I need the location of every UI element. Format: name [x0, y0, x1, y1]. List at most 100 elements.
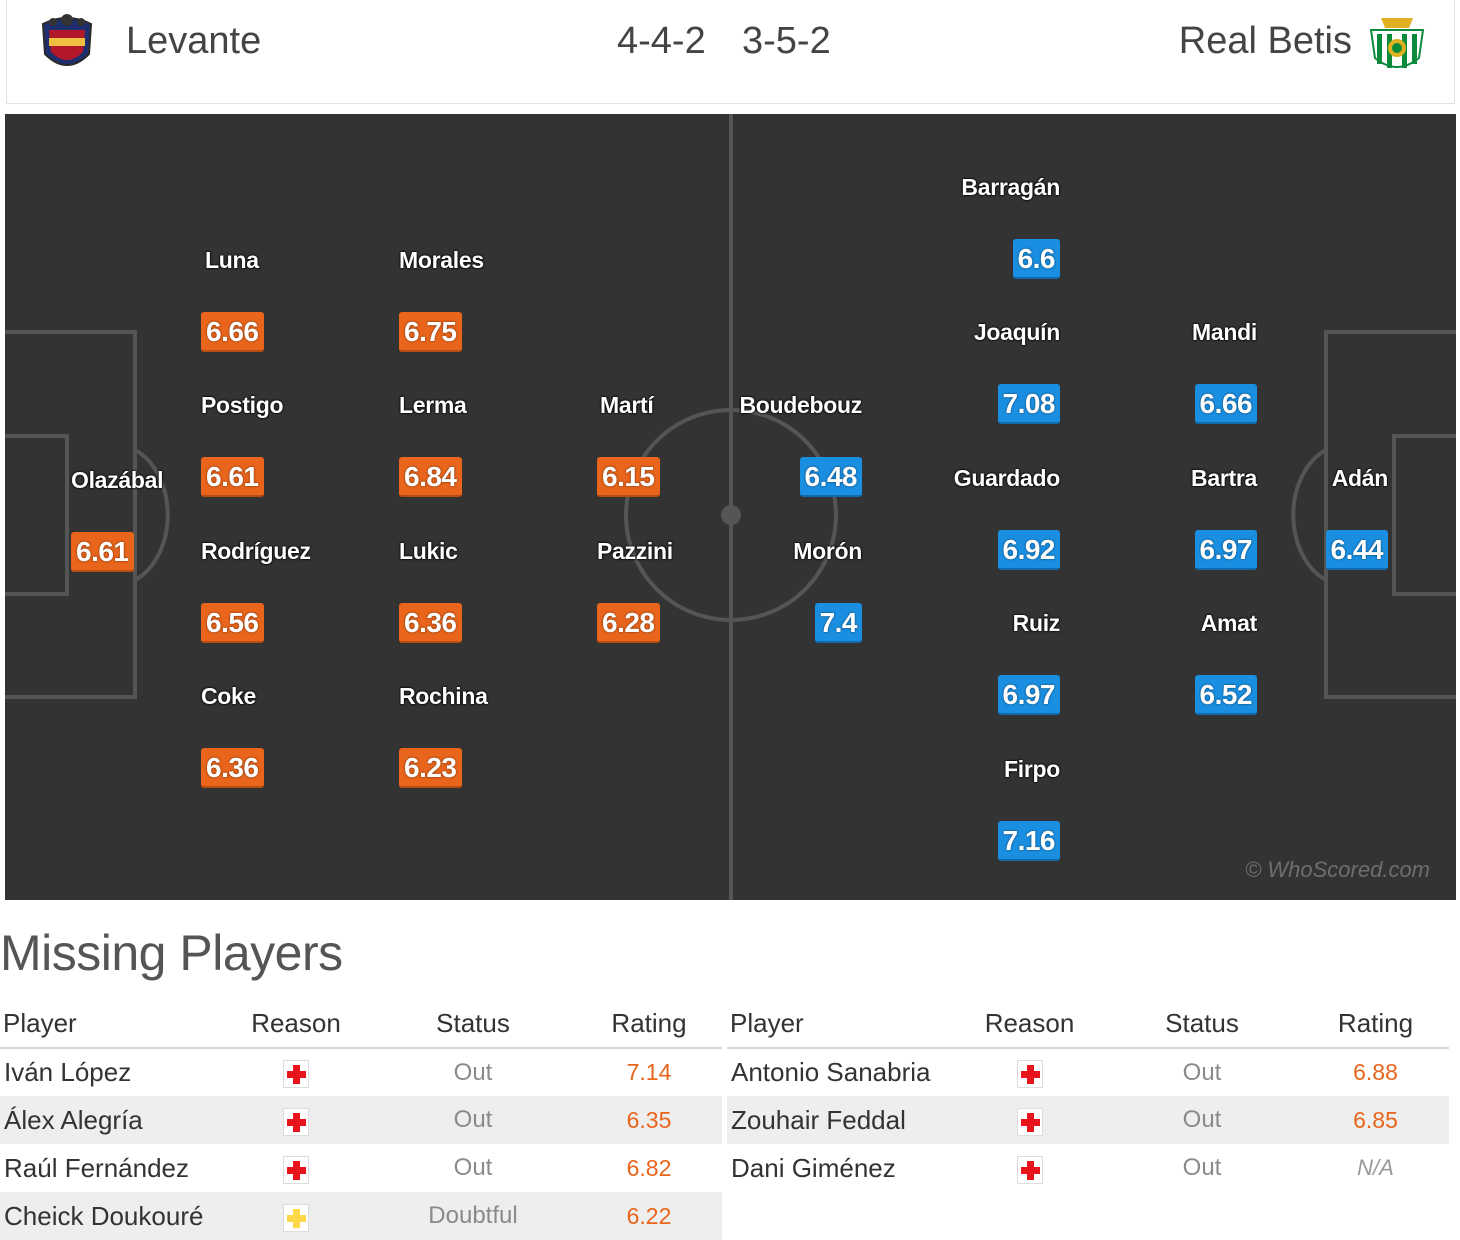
rating-cell: 6.22: [576, 1192, 722, 1240]
status-cell: Out: [1182, 1154, 1222, 1181]
column-header-status[interactable]: Status: [1102, 1000, 1302, 1049]
betis-crest-icon[interactable]: [1365, 12, 1429, 78]
player-name: Lukic: [399, 538, 458, 564]
player-rating: 6.61: [201, 457, 264, 497]
player-rating: 6.23: [399, 748, 462, 788]
player-name: Barragán: [961, 174, 1060, 200]
player-rating: 6.56: [201, 603, 264, 643]
home-missing-table: Player Reason Status Rating Iván López O…: [0, 1000, 722, 1240]
status-cell: Out: [1102, 1096, 1302, 1144]
watermark: © WhoScored.com: [1245, 857, 1430, 882]
player-name: Guardado: [953, 465, 1061, 491]
player-rating: 6.28: [597, 603, 660, 643]
table-header-row: Player Reason Status Rating: [0, 1000, 722, 1049]
player-name: Morales: [399, 247, 484, 273]
missing-players-title: Missing Players: [0, 925, 343, 981]
injury-icon[interactable]: [1016, 1155, 1043, 1184]
table-row: Iván López Out 7.14: [0, 1048, 722, 1096]
away-missing-table: Player Reason Status Rating Antonio Sana…: [727, 1000, 1449, 1192]
status-cell: Out: [453, 1154, 493, 1181]
player-rating: 6.92: [997, 530, 1060, 570]
home-team-name[interactable]: Levante: [126, 20, 262, 62]
player-rating: 6.44: [1325, 530, 1388, 570]
player-name: Olazábal: [71, 467, 164, 493]
injury-icon[interactable]: [283, 1060, 309, 1089]
table-row: Álex Alegría Out 6.35: [0, 1096, 722, 1144]
reason-cell: [222, 1096, 370, 1144]
player-rating: 6.61: [71, 532, 134, 572]
column-header-player[interactable]: Player: [727, 1000, 957, 1049]
away-team-name[interactable]: Real Betis: [1178, 20, 1352, 62]
column-header-rating[interactable]: Rating: [576, 1000, 722, 1049]
rating-cell: 7.14: [626, 1059, 672, 1085]
reason-cell: [222, 1144, 370, 1192]
player-name: Rochina: [399, 683, 488, 709]
player-link[interactable]: Raúl Fernández: [4, 1152, 189, 1183]
table-row: Raúl Fernández Out 6.82: [0, 1144, 722, 1192]
rating-cell: 6.82: [626, 1154, 672, 1181]
player-name: Mandi: [1192, 319, 1257, 345]
player-rating: 6.75: [399, 312, 462, 352]
reason-cell: [957, 1096, 1102, 1144]
table-row: Antonio Sanabria Out 6.88: [727, 1048, 1449, 1096]
table-row: Zouhair Feddal Out 6.85: [727, 1096, 1449, 1144]
player-name: Martí: [600, 392, 654, 418]
player-name: Adán: [1331, 465, 1389, 491]
player-name: Luna: [205, 247, 259, 273]
column-header-rating[interactable]: Rating: [1302, 1000, 1449, 1049]
player-rating: 6.48: [799, 457, 862, 497]
rating-cell: 6.88: [1353, 1059, 1398, 1085]
player-name: Ruiz: [1012, 610, 1061, 636]
player-rating: 6.84: [399, 457, 462, 497]
pitch-lines: [5, 114, 1456, 900]
player-rating: 7.08: [997, 384, 1060, 424]
home-formation: 4-4-2: [617, 20, 706, 62]
player-rating: 6.97: [1194, 530, 1257, 570]
injury-icon[interactable]: [1016, 1060, 1043, 1089]
column-header-player[interactable]: Player: [0, 1000, 222, 1049]
injury-icon[interactable]: [1016, 1107, 1043, 1136]
player-link[interactable]: Álex Alegría: [0, 1096, 222, 1144]
player-name: Amat: [1200, 610, 1258, 636]
player-name: Joaquín: [973, 319, 1060, 345]
player-name: Lerma: [399, 392, 467, 418]
reason-cell: [222, 1048, 370, 1096]
column-header-status[interactable]: Status: [370, 1000, 576, 1049]
player-link[interactable]: Zouhair Feddal: [727, 1096, 957, 1144]
reason-cell: [222, 1192, 370, 1240]
injury-icon[interactable]: [283, 1107, 309, 1136]
player-rating: 7.4: [814, 603, 862, 643]
player-name: Bartra: [1191, 465, 1257, 491]
away-formation: 3-5-2: [742, 20, 831, 62]
player-name: Morón: [793, 538, 862, 564]
status-cell: Doubtful: [370, 1192, 576, 1240]
status-cell: Out: [453, 1058, 493, 1086]
rating-cell: 6.35: [576, 1096, 722, 1144]
player-rating: 6.52: [1194, 675, 1257, 715]
doubtful-icon[interactable]: [283, 1203, 309, 1232]
injury-icon[interactable]: [283, 1155, 309, 1184]
player-rating: 6.97: [997, 675, 1060, 715]
player-link[interactable]: Cheick Doukouré: [0, 1192, 222, 1240]
table-header-row: Player Reason Status Rating: [727, 1000, 1449, 1049]
player-rating: 6.66: [201, 312, 264, 352]
player-name: Rodríguez: [201, 538, 311, 564]
player-link[interactable]: Dani Giménez: [731, 1152, 896, 1183]
pitch: Olazábal 6.61 Luna 6.66 Postigo 6.61 Rod…: [5, 114, 1456, 900]
player-rating: 6.66: [1194, 384, 1257, 424]
rating-cell: 6.85: [1302, 1096, 1449, 1144]
reason-cell: [957, 1048, 1102, 1096]
column-header-reason[interactable]: Reason: [957, 1000, 1102, 1049]
player-name: Firpo: [1004, 756, 1060, 782]
column-header-reason[interactable]: Reason: [222, 1000, 370, 1049]
player-link[interactable]: Antonio Sanabria: [731, 1057, 931, 1087]
player-name: Postigo: [201, 392, 284, 418]
status-cell: Out: [370, 1096, 576, 1144]
reason-cell: [957, 1144, 1102, 1192]
player-link[interactable]: Iván López: [4, 1057, 132, 1087]
rating-cell: N/A: [1357, 1155, 1394, 1180]
player-rating: 6.36: [201, 748, 264, 788]
levante-crest-icon[interactable]: [35, 10, 99, 76]
player-rating: 6.36: [399, 603, 462, 643]
table-row: Cheick Doukouré Doubtful 6.22: [0, 1192, 722, 1240]
